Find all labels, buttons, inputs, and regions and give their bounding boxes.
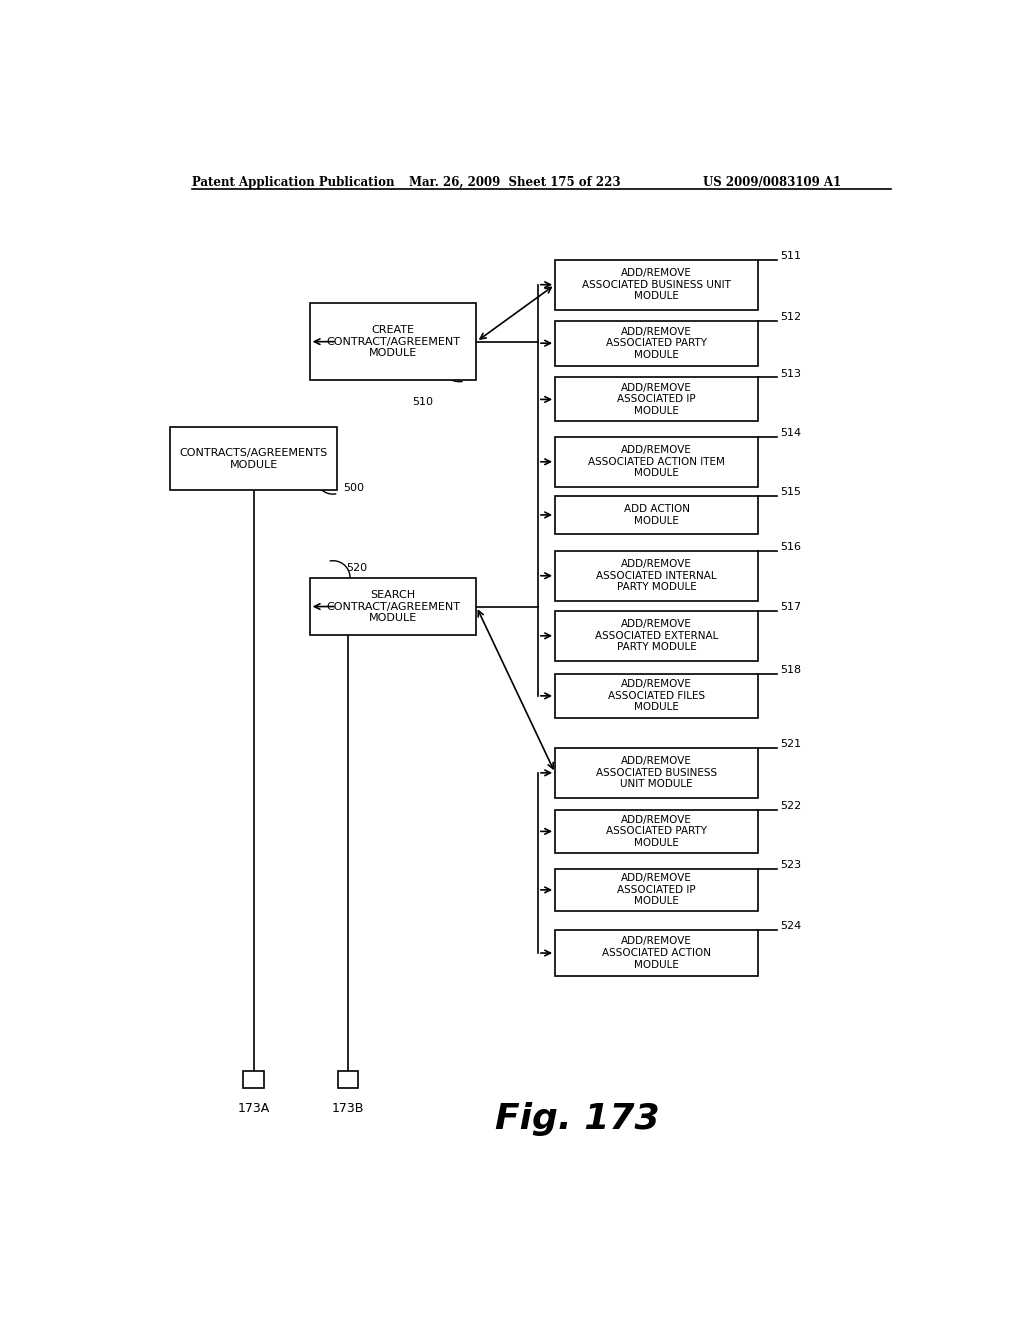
Bar <box>555 929 758 977</box>
Text: ADD/REMOVE
ASSOCIATED INTERNAL
PARTY MODULE: ADD/REMOVE ASSOCIATED INTERNAL PARTY MOD… <box>596 560 717 593</box>
Text: ADD/REMOVE
ASSOCIATED PARTY
MODULE: ADD/REMOVE ASSOCIATED PARTY MODULE <box>606 814 707 847</box>
Bar <box>555 437 758 487</box>
Text: CONTRACTS/AGREEMENTS
MODULE: CONTRACTS/AGREEMENTS MODULE <box>179 447 328 470</box>
Text: 523: 523 <box>779 861 801 870</box>
Bar <box>309 304 476 380</box>
Text: ADD/REMOVE
ASSOCIATED ACTION ITEM
MODULE: ADD/REMOVE ASSOCIATED ACTION ITEM MODULE <box>588 445 725 478</box>
Bar <box>555 321 758 366</box>
Text: 517: 517 <box>779 602 801 612</box>
Text: ADD/REMOVE
ASSOCIATED BUSINESS
UNIT MODULE: ADD/REMOVE ASSOCIATED BUSINESS UNIT MODU… <box>596 756 717 789</box>
Text: 511: 511 <box>779 251 801 261</box>
Text: 524: 524 <box>779 921 801 932</box>
Text: ADD/REMOVE
ASSOCIATED PARTY
MODULE: ADD/REMOVE ASSOCIATED PARTY MODULE <box>606 326 707 360</box>
Text: Fig. 173: Fig. 173 <box>496 1102 659 1137</box>
Text: 518: 518 <box>779 665 801 675</box>
Text: ADD ACTION
MODULE: ADD ACTION MODULE <box>624 504 689 525</box>
Bar <box>555 550 758 601</box>
Text: Patent Application Publication: Patent Application Publication <box>191 176 394 189</box>
Text: ADD/REMOVE
ASSOCIATED IP
MODULE: ADD/REMOVE ASSOCIATED IP MODULE <box>617 383 696 416</box>
Bar <box>555 673 758 718</box>
Bar <box>555 260 758 310</box>
Text: 521: 521 <box>779 739 801 750</box>
Text: SEARCH
CONTRACT/AGREEMENT
MODULE: SEARCH CONTRACT/AGREEMENT MODULE <box>326 590 460 623</box>
Bar <box>338 1071 358 1088</box>
Text: 173B: 173B <box>332 1102 365 1114</box>
Text: CREATE
CONTRACT/AGREEMENT
MODULE: CREATE CONTRACT/AGREEMENT MODULE <box>326 325 460 358</box>
Text: 522: 522 <box>779 801 801 812</box>
Text: ADD/REMOVE
ASSOCIATED EXTERNAL
PARTY MODULE: ADD/REMOVE ASSOCIATED EXTERNAL PARTY MOD… <box>595 619 718 652</box>
Text: 520: 520 <box>346 564 368 573</box>
Bar <box>555 810 758 853</box>
Text: 173A: 173A <box>238 1102 269 1114</box>
Bar <box>555 496 758 535</box>
Text: 500: 500 <box>343 483 365 492</box>
Bar <box>555 869 758 911</box>
Text: 510: 510 <box>413 397 433 407</box>
Text: 515: 515 <box>779 487 801 498</box>
Bar <box>555 748 758 797</box>
Text: 516: 516 <box>779 543 801 552</box>
Text: ADD/REMOVE
ASSOCIATED IP
MODULE: ADD/REMOVE ASSOCIATED IP MODULE <box>617 874 696 907</box>
Bar <box>309 578 476 635</box>
Bar <box>555 378 758 421</box>
Text: ADD/REMOVE
ASSOCIATED FILES
MODULE: ADD/REMOVE ASSOCIATED FILES MODULE <box>608 680 706 713</box>
Text: ADD/REMOVE
ASSOCIATED BUSINESS UNIT
MODULE: ADD/REMOVE ASSOCIATED BUSINESS UNIT MODU… <box>582 268 731 301</box>
Text: ADD/REMOVE
ASSOCIATED ACTION
MODULE: ADD/REMOVE ASSOCIATED ACTION MODULE <box>602 936 711 970</box>
Text: 514: 514 <box>779 428 801 438</box>
Bar <box>244 1071 263 1088</box>
Text: 513: 513 <box>779 370 801 379</box>
Bar <box>170 428 337 490</box>
Text: US 2009/0083109 A1: US 2009/0083109 A1 <box>703 176 841 189</box>
Text: 512: 512 <box>779 313 801 322</box>
Text: Mar. 26, 2009  Sheet 175 of 223: Mar. 26, 2009 Sheet 175 of 223 <box>409 176 621 189</box>
Bar <box>555 611 758 661</box>
